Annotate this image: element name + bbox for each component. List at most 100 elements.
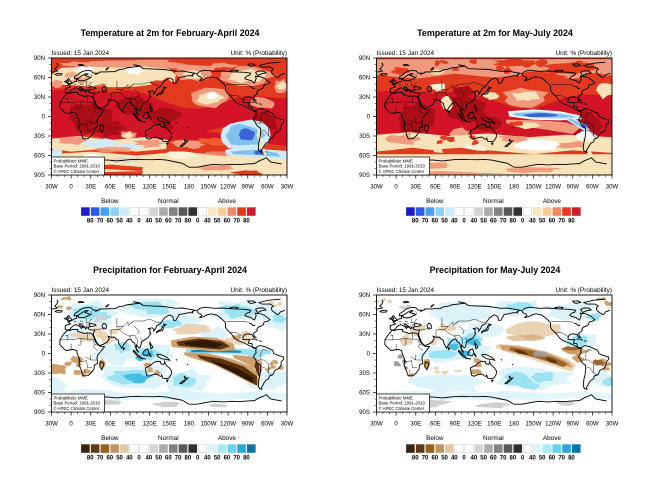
svg-text:30N: 30N xyxy=(359,331,370,338)
svg-text:90W: 90W xyxy=(242,184,255,191)
svg-text:Issued: 15 Jan 2024: Issued: 15 Jan 2024 xyxy=(52,50,110,57)
svg-text:150W: 150W xyxy=(526,421,542,428)
svg-text:30N: 30N xyxy=(359,94,370,101)
svg-text:60: 60 xyxy=(224,219,231,225)
svg-text:Probabilistic MME: Probabilistic MME xyxy=(379,158,414,163)
svg-text:180: 180 xyxy=(509,421,520,428)
svg-text:60S: 60S xyxy=(34,153,45,160)
svg-text:60: 60 xyxy=(165,219,172,225)
svg-text:60S: 60S xyxy=(359,390,370,397)
svg-text:50: 50 xyxy=(539,456,546,462)
svg-text:40: 40 xyxy=(529,456,536,462)
svg-text:80: 80 xyxy=(510,219,517,225)
svg-text:Unit: % (Probability): Unit: % (Probability) xyxy=(231,287,287,294)
svg-text:Issued: 15 Jan 2024: Issued: 15 Jan 2024 xyxy=(377,287,435,294)
svg-text:60E: 60E xyxy=(430,184,441,191)
svg-text:30W: 30W xyxy=(606,421,619,428)
svg-text:Above: Above xyxy=(543,198,562,205)
svg-text:0: 0 xyxy=(196,219,200,225)
svg-text:Probabilistic MME: Probabilistic MME xyxy=(54,395,89,400)
svg-text:60: 60 xyxy=(165,456,172,462)
svg-text:90S: 90S xyxy=(359,172,370,179)
svg-text:30W: 30W xyxy=(606,184,619,191)
svg-text:40: 40 xyxy=(451,219,458,225)
svg-text:70: 70 xyxy=(175,219,182,225)
svg-text:30S: 30S xyxy=(359,133,370,140)
svg-text:90N: 90N xyxy=(359,292,370,299)
svg-text:80: 80 xyxy=(510,456,517,462)
svg-text:120W: 120W xyxy=(220,421,236,428)
svg-text:70: 70 xyxy=(500,456,507,462)
svg-text:90S: 90S xyxy=(359,409,370,416)
svg-text:90N: 90N xyxy=(34,55,45,62)
svg-text:0: 0 xyxy=(367,114,371,121)
svg-text:60N: 60N xyxy=(34,75,45,82)
svg-text:30E: 30E xyxy=(410,421,421,428)
svg-text:80: 80 xyxy=(87,219,94,225)
svg-text:Issued: 15 Jan 2024: Issued: 15 Jan 2024 xyxy=(52,287,110,294)
svg-text:0: 0 xyxy=(137,456,141,462)
svg-text:0: 0 xyxy=(42,351,46,358)
svg-text:30N: 30N xyxy=(34,331,45,338)
svg-text:80: 80 xyxy=(185,219,192,225)
svg-text:50: 50 xyxy=(116,456,123,462)
svg-text:80: 80 xyxy=(412,456,419,462)
svg-text:40: 40 xyxy=(470,456,477,462)
svg-text:30E: 30E xyxy=(85,421,96,428)
svg-text:90E: 90E xyxy=(125,184,136,191)
svg-text:80: 80 xyxy=(243,219,250,225)
svg-text:60W: 60W xyxy=(261,421,274,428)
svg-text:180: 180 xyxy=(184,421,195,428)
svg-text:Probabilistic MME: Probabilistic MME xyxy=(54,158,89,163)
svg-text:70: 70 xyxy=(422,456,429,462)
svg-text:90E: 90E xyxy=(450,184,461,191)
svg-text:30S: 30S xyxy=(34,370,45,377)
svg-text:0: 0 xyxy=(69,421,73,428)
svg-text:0: 0 xyxy=(394,184,398,191)
svg-text:60: 60 xyxy=(431,219,438,225)
svg-text:0: 0 xyxy=(137,219,141,225)
svg-text:Base Period: 1991-2010: Base Period: 1991-2010 xyxy=(54,401,101,406)
svg-text:90N: 90N xyxy=(359,55,370,62)
svg-text:Below: Below xyxy=(426,435,444,442)
svg-text:0: 0 xyxy=(521,219,525,225)
svg-text:90S: 90S xyxy=(34,172,45,179)
svg-text:60: 60 xyxy=(224,456,231,462)
svg-text:50: 50 xyxy=(116,219,123,225)
svg-text:Below: Below xyxy=(101,435,119,442)
svg-text:© APEC Climate Center: © APEC Climate Center xyxy=(379,406,425,411)
svg-text:Normal: Normal xyxy=(158,198,179,205)
svg-text:150E: 150E xyxy=(162,421,176,428)
svg-text:Normal: Normal xyxy=(158,435,179,442)
svg-text:30E: 30E xyxy=(410,184,421,191)
svg-text:0: 0 xyxy=(521,456,525,462)
svg-text:0: 0 xyxy=(196,456,200,462)
svg-text:30S: 30S xyxy=(34,133,45,140)
svg-text:0: 0 xyxy=(462,219,466,225)
svg-text:60: 60 xyxy=(490,219,497,225)
svg-text:50: 50 xyxy=(155,456,162,462)
svg-text:150W: 150W xyxy=(201,421,217,428)
svg-text:Below: Below xyxy=(426,198,444,205)
svg-text:60: 60 xyxy=(490,456,497,462)
svg-text:70: 70 xyxy=(558,456,565,462)
svg-text:Below: Below xyxy=(101,198,119,205)
svg-text:50: 50 xyxy=(214,456,221,462)
svg-text:180: 180 xyxy=(509,184,520,191)
svg-text:40: 40 xyxy=(204,456,211,462)
svg-text:Issued: 15 Jan 2024: Issued: 15 Jan 2024 xyxy=(377,50,435,57)
svg-text:120E: 120E xyxy=(467,421,481,428)
svg-text:60W: 60W xyxy=(586,184,599,191)
svg-text:Temperature at 2m for May-July: Temperature at 2m for May-July 2024 xyxy=(417,28,573,38)
svg-text:50: 50 xyxy=(539,219,546,225)
svg-text:© APEC Climate Center: © APEC Climate Center xyxy=(379,169,425,174)
svg-text:30W: 30W xyxy=(45,184,58,191)
svg-text:120W: 120W xyxy=(545,421,561,428)
svg-text:120W: 120W xyxy=(545,184,561,191)
svg-text:60: 60 xyxy=(549,456,556,462)
svg-text:0: 0 xyxy=(462,456,466,462)
svg-text:60E: 60E xyxy=(105,184,116,191)
svg-text:60W: 60W xyxy=(586,421,599,428)
svg-text:150E: 150E xyxy=(487,421,501,428)
svg-text:30N: 30N xyxy=(34,94,45,101)
